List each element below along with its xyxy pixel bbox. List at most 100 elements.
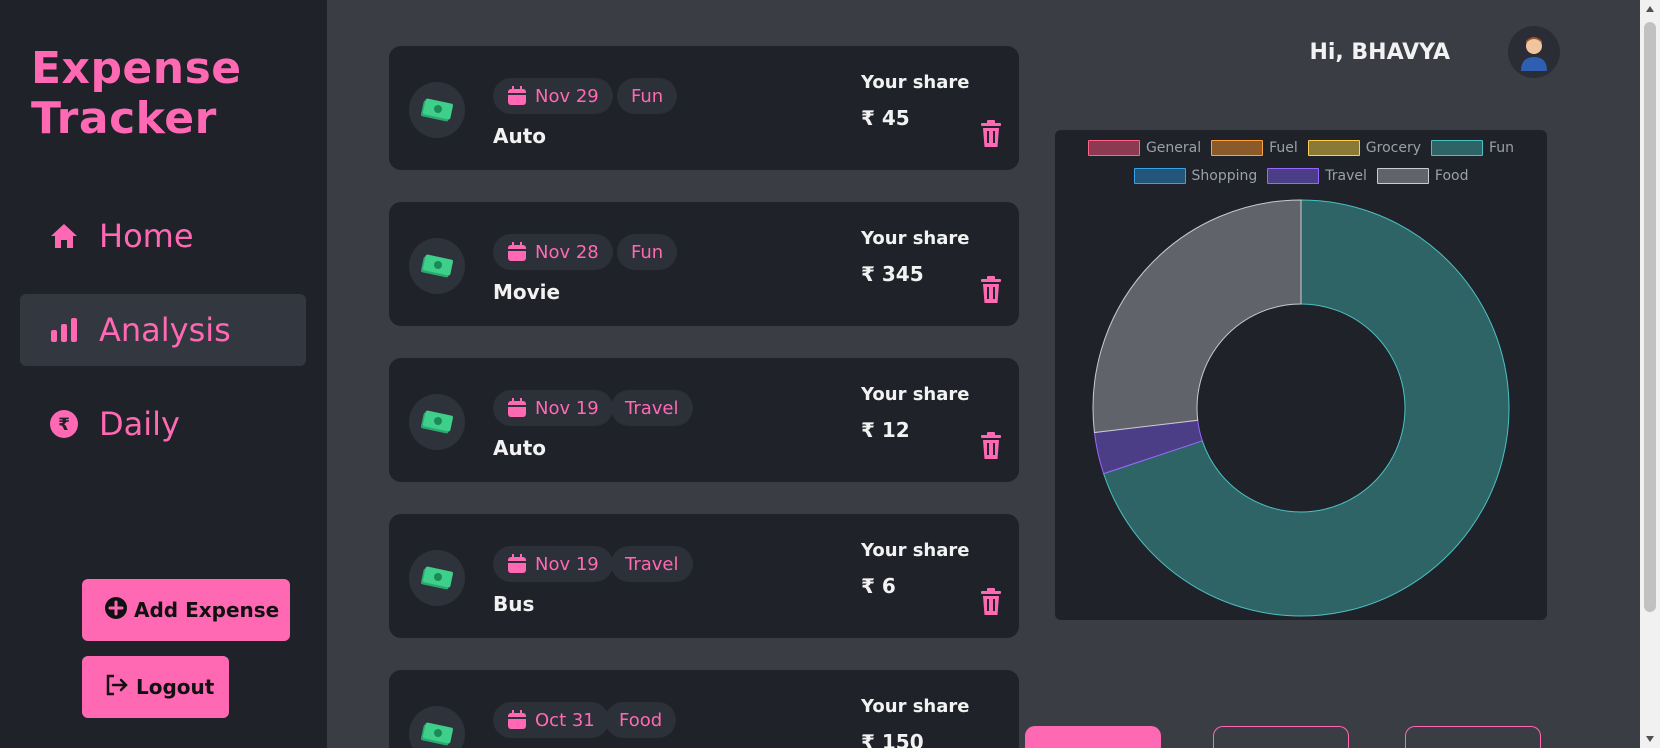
- money-icon: [421, 254, 453, 278]
- app-logo-title: Expense Tracker: [31, 44, 242, 144]
- expense-card[interactable]: Nov 28 Fun Movie Your share ₹ 345: [389, 202, 1019, 326]
- calendar-icon: [508, 398, 526, 417]
- legend-item[interactable]: Shopping: [1133, 168, 1258, 184]
- legend-swatch: [1211, 140, 1264, 156]
- share-label: Your share: [861, 384, 970, 405]
- legend-label: Shopping: [1191, 168, 1258, 184]
- date-text: Nov 29: [535, 85, 599, 107]
- money-icon: [421, 410, 453, 434]
- date-chip: Nov 19: [493, 546, 613, 582]
- share-amount: ₹ 6: [861, 574, 896, 598]
- legend-swatch: [1133, 168, 1186, 184]
- brand-line-2: Tracker: [31, 93, 217, 144]
- expense-description: Auto: [493, 124, 547, 148]
- bar-chart-icon: [47, 313, 81, 347]
- svg-text:₹: ₹: [58, 415, 70, 435]
- trash-icon[interactable]: [979, 276, 1003, 304]
- trash-icon[interactable]: [979, 588, 1003, 616]
- user-avatar[interactable]: [1508, 26, 1560, 78]
- person-avatar-icon: [1521, 37, 1547, 71]
- share-label: Your share: [861, 72, 970, 93]
- add-expense-button[interactable]: Add Expense: [82, 579, 290, 641]
- nav-item-home[interactable]: Home: [20, 200, 306, 272]
- legend-label: Grocery: [1365, 140, 1422, 156]
- legend-item[interactable]: Fun: [1431, 140, 1514, 156]
- chart-filter-button[interactable]: [1405, 726, 1541, 748]
- expense-description: Movie: [493, 280, 561, 304]
- greeting-text: Hi, BHAVYA: [1309, 40, 1450, 65]
- share-amount: ₹ 45: [861, 106, 910, 130]
- category-chip: Travel: [611, 390, 693, 426]
- rupee-icon: ₹: [47, 407, 81, 441]
- money-icon-wrap: [409, 550, 465, 606]
- trash-icon[interactable]: [979, 432, 1003, 460]
- legend-item[interactable]: Food: [1376, 168, 1469, 184]
- expense-card[interactable]: Oct 31 Food Your share ₹ 150: [389, 670, 1019, 748]
- share-amount: ₹ 12: [861, 418, 910, 442]
- donut-slice-food[interactable]: [1092, 199, 1302, 434]
- logout-icon: [104, 673, 130, 702]
- date-text: Nov 19: [535, 397, 599, 419]
- money-icon-wrap: [409, 394, 465, 450]
- expense-description: Auto: [493, 436, 547, 460]
- date-text: Oct 31: [535, 709, 595, 731]
- expense-description: Bus: [493, 592, 535, 616]
- money-icon: [421, 722, 453, 746]
- brand-line-1: Expense: [31, 43, 242, 94]
- legend-swatch: [1087, 140, 1140, 156]
- date-chip: Nov 28: [493, 234, 613, 270]
- chart-legend: General Fuel Grocery Fun: [1055, 140, 1547, 156]
- date-text: Nov 19: [535, 553, 599, 575]
- nav-item-label: Analysis: [99, 311, 231, 349]
- share-amount: ₹ 150: [861, 730, 924, 748]
- date-text: Nov 28: [535, 241, 599, 263]
- nav-item-label: Home: [99, 217, 194, 255]
- add-expense-label: Add Expense: [134, 598, 280, 622]
- logout-button[interactable]: Logout: [82, 656, 229, 718]
- scroll-down-icon[interactable]: [1646, 736, 1654, 742]
- date-chip: Oct 31: [493, 702, 609, 738]
- legend-label: Fun: [1489, 140, 1515, 156]
- trash-icon[interactable]: [979, 120, 1003, 148]
- calendar-icon: [508, 86, 526, 105]
- money-icon-wrap: [409, 706, 465, 748]
- legend-item[interactable]: Travel: [1267, 168, 1367, 184]
- calendar-icon: [508, 242, 526, 261]
- chart-legend: Shopping Travel Food: [1055, 168, 1547, 184]
- legend-label: Fuel: [1269, 140, 1298, 156]
- legend-label: Food: [1434, 168, 1469, 184]
- share-label: Your share: [861, 228, 970, 249]
- plus-circle-icon: [104, 596, 128, 625]
- scrollbar[interactable]: [1640, 0, 1660, 748]
- category-chip: Food: [605, 702, 677, 738]
- calendar-icon: [508, 554, 526, 573]
- category-chip: Fun: [617, 78, 678, 114]
- legend-label: Travel: [1325, 168, 1367, 184]
- donut-slice-fun[interactable]: [1102, 199, 1510, 617]
- legend-item[interactable]: Fuel: [1211, 140, 1298, 156]
- legend-item[interactable]: General: [1087, 140, 1201, 156]
- logout-label: Logout: [136, 675, 215, 699]
- share-label: Your share: [861, 540, 970, 561]
- expense-card[interactable]: Nov 19 Travel Auto Your share ₹ 12: [389, 358, 1019, 482]
- nav-item-daily[interactable]: ₹ Daily: [20, 388, 306, 460]
- chart-filter-button[interactable]: [1213, 726, 1349, 748]
- legend-swatch: [1307, 140, 1360, 156]
- main-content: Hi, BHAVYA Nov 29 Fun Auto Your share ₹ …: [327, 0, 1660, 748]
- category-chip: Fun: [617, 234, 678, 270]
- legend-swatch: [1376, 168, 1429, 184]
- expense-card[interactable]: Nov 19 Travel Bus Your share ₹ 6: [389, 514, 1019, 638]
- donut-chart[interactable]: [1055, 130, 1547, 620]
- legend-item[interactable]: Grocery: [1307, 140, 1422, 156]
- money-icon-wrap: [409, 82, 465, 138]
- scroll-up-icon[interactable]: [1646, 6, 1654, 12]
- nav-item-analysis[interactable]: Analysis: [20, 294, 306, 366]
- category-chip: Travel: [611, 546, 693, 582]
- scrollbar-thumb[interactable]: [1644, 22, 1656, 612]
- money-icon-wrap: [409, 238, 465, 294]
- chart-filter-button[interactable]: [1025, 726, 1161, 748]
- expense-card[interactable]: Nov 29 Fun Auto Your share ₹ 45: [389, 46, 1019, 170]
- calendar-icon: [508, 710, 526, 729]
- share-amount: ₹ 345: [861, 262, 924, 286]
- sidebar: Expense Tracker Home Analysis ₹ Daily Ad…: [0, 0, 327, 748]
